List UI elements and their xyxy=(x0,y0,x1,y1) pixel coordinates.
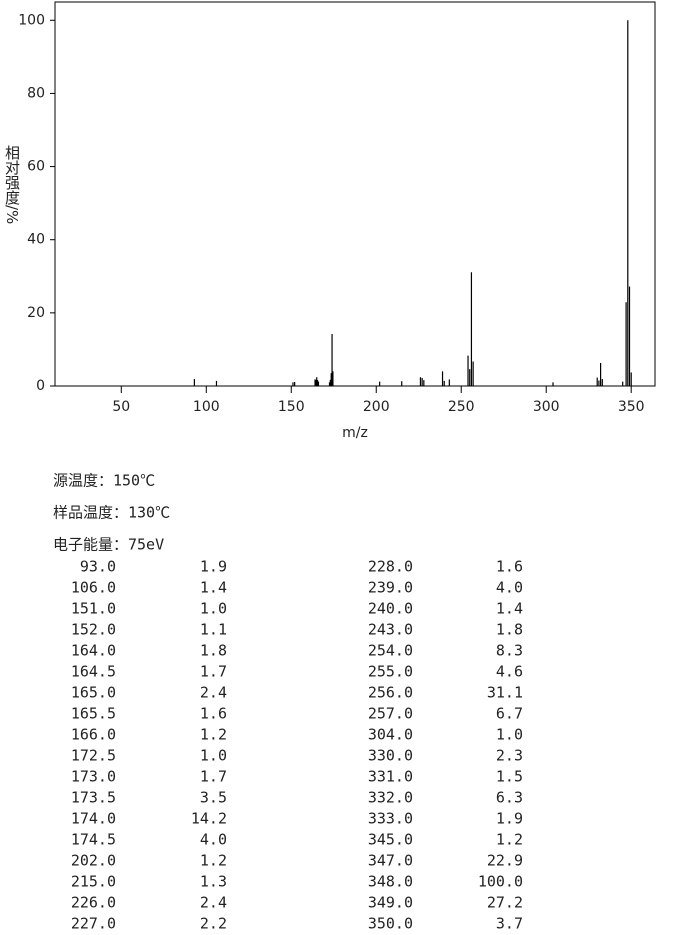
table-cell: 1.9 xyxy=(496,810,523,828)
table-cell: 1.4 xyxy=(200,579,227,597)
table-cell: 1.2 xyxy=(496,831,523,849)
plot-frame xyxy=(54,1,656,387)
table-cell: 333.0 xyxy=(368,810,413,828)
x-tick-label: 150 xyxy=(278,399,305,415)
y-tick-label: 100 xyxy=(18,12,45,28)
table-cell: 1.0 xyxy=(200,747,227,765)
info-line: 源温度：150℃ xyxy=(53,472,155,490)
table-cell: 165.5 xyxy=(71,705,116,723)
y-tick-label: 20 xyxy=(27,305,45,321)
table-cell: 1.0 xyxy=(200,600,227,618)
table-cell: 1.8 xyxy=(200,642,227,660)
table-cell: 164.5 xyxy=(71,663,116,681)
table-cell: 1.5 xyxy=(496,768,523,786)
table-cell: 254.0 xyxy=(368,642,413,660)
table-cell: 164.0 xyxy=(71,642,116,660)
y-axis-label: 相对强度/% xyxy=(3,145,21,225)
table-cell: 8.3 xyxy=(496,642,523,660)
x-tick-label: 350 xyxy=(618,399,645,415)
table-cell: 1.2 xyxy=(200,726,227,744)
x-tick-label: 100 xyxy=(193,399,220,415)
table-cell: 1.8 xyxy=(496,621,523,639)
table-cell: 1.4 xyxy=(496,600,523,618)
table-cell: 27.2 xyxy=(487,894,523,912)
table-cell: 1.2 xyxy=(200,852,227,870)
table-cell: 174.5 xyxy=(71,831,116,849)
x-tick-label: 250 xyxy=(448,399,475,415)
table-cell: 2.2 xyxy=(200,915,227,933)
table-cell: 2.3 xyxy=(496,747,523,765)
table-cell: 330.0 xyxy=(368,747,413,765)
table-cell: 173.0 xyxy=(71,768,116,786)
table-cell: 166.0 xyxy=(71,726,116,744)
x-tick-label: 50 xyxy=(112,399,130,415)
table-cell: 348.0 xyxy=(368,873,413,891)
table-cell: 3.5 xyxy=(200,789,227,807)
table-cell: 6.3 xyxy=(496,789,523,807)
table-cell: 100.0 xyxy=(478,873,523,891)
table-cell: 257.0 xyxy=(368,705,413,723)
table-cell: 347.0 xyxy=(368,852,413,870)
table-cell: 173.5 xyxy=(71,789,116,807)
table-cell: 4.0 xyxy=(496,579,523,597)
table-cell: 255.0 xyxy=(368,663,413,681)
x-tick-label: 300 xyxy=(533,399,560,415)
info-line: 电子能量：75eV xyxy=(53,536,164,554)
table-cell: 228.0 xyxy=(368,558,413,576)
table-cell: 331.0 xyxy=(368,768,413,786)
table-cell: 332.0 xyxy=(368,789,413,807)
table-cell: 226.0 xyxy=(71,894,116,912)
table-cell: 174.0 xyxy=(71,810,116,828)
y-tick-label: 80 xyxy=(27,85,45,101)
table-cell: 152.0 xyxy=(71,621,116,639)
table-cell: 350.0 xyxy=(368,915,413,933)
table-cell: 4.0 xyxy=(200,831,227,849)
table-cell: 1.0 xyxy=(496,726,523,744)
table-cell: 345.0 xyxy=(368,831,413,849)
table-cell: 106.0 xyxy=(71,579,116,597)
table-cell: 227.0 xyxy=(71,915,116,933)
table-cell: 3.7 xyxy=(496,915,523,933)
table-cell: 1.1 xyxy=(200,621,227,639)
table-cell: 2.4 xyxy=(200,684,227,702)
y-tick-label: 60 xyxy=(27,159,45,175)
table-cell: 1.9 xyxy=(200,558,227,576)
x-tick-label: 200 xyxy=(363,399,390,415)
table-cell: 165.0 xyxy=(71,684,116,702)
table-cell: 1.3 xyxy=(200,873,227,891)
table-cell: 6.7 xyxy=(496,705,523,723)
table-cell: 4.6 xyxy=(496,663,523,681)
table-cell: 1.6 xyxy=(200,705,227,723)
table-cell: 2.4 xyxy=(200,894,227,912)
y-tick-label: 40 xyxy=(27,232,45,248)
table-cell: 202.0 xyxy=(71,852,116,870)
table-cell: 1.7 xyxy=(200,663,227,681)
info-line: 样品温度：130℃ xyxy=(53,504,170,522)
table-cell: 240.0 xyxy=(368,600,413,618)
table-cell: 14.2 xyxy=(191,810,227,828)
table-cell: 22.9 xyxy=(487,852,523,870)
table-cell: 304.0 xyxy=(368,726,413,744)
table-cell: 93.0 xyxy=(80,558,116,576)
x-axis-label: m/z xyxy=(342,425,368,441)
table-cell: 256.0 xyxy=(368,684,413,702)
y-tick-label: 0 xyxy=(36,378,45,394)
table-cell: 239.0 xyxy=(368,579,413,597)
table-cell: 151.0 xyxy=(71,600,116,618)
table-cell: 349.0 xyxy=(368,894,413,912)
table-cell: 172.5 xyxy=(71,747,116,765)
table-cell: 31.1 xyxy=(487,684,523,702)
table-cell: 243.0 xyxy=(368,621,413,639)
table-cell: 1.7 xyxy=(200,768,227,786)
table-cell: 215.0 xyxy=(71,873,116,891)
table-cell: 1.6 xyxy=(496,558,523,576)
